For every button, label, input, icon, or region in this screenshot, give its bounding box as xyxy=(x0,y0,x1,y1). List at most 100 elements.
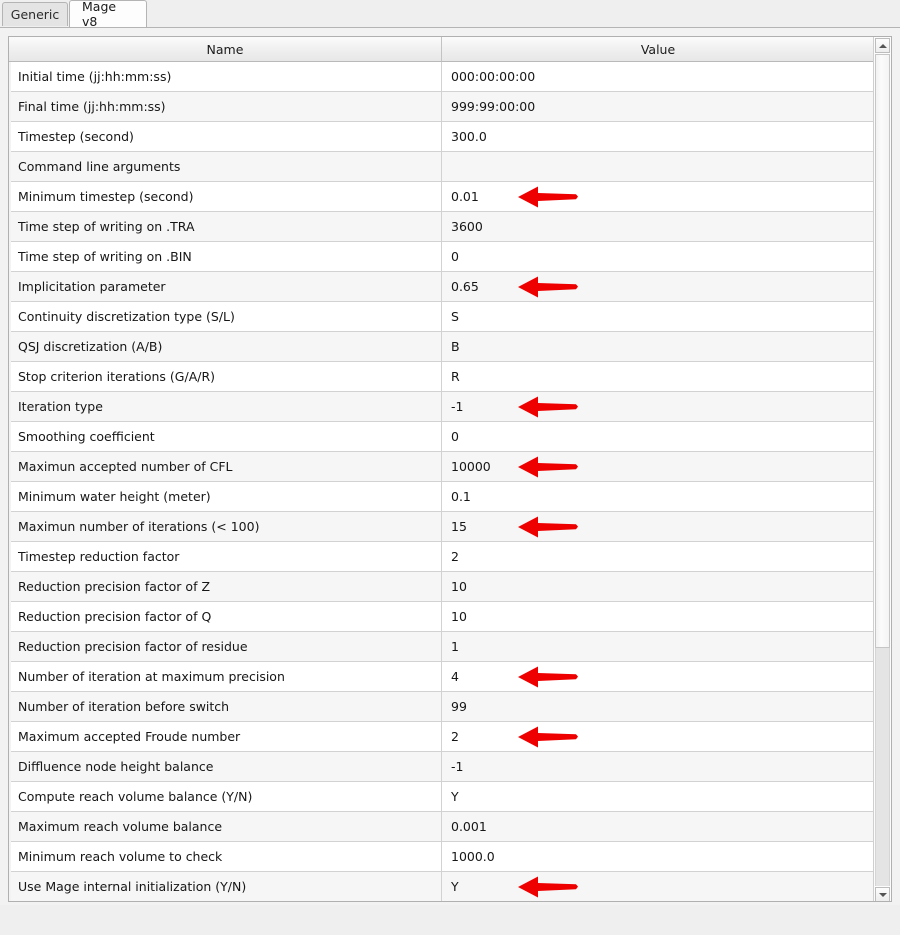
table-row[interactable]: Maximun number of iterations (< 100) 15 xyxy=(9,512,875,542)
scroll-down-button[interactable] xyxy=(875,887,890,901)
cell-parameter-value[interactable]: -1 xyxy=(451,759,464,774)
table-body: Initial time (jj:hh:mm:ss) 000:00:00:00 Fi… xyxy=(9,62,875,901)
table-row[interactable]: Reduction precision factor of Z 10 xyxy=(9,572,875,602)
table-row[interactable]: Compute reach volume balance (Y/N) Y xyxy=(9,782,875,812)
cell-parameter-value[interactable]: B xyxy=(451,339,460,354)
cell-parameter-value[interactable]: 4 xyxy=(451,669,459,684)
table-row[interactable]: Initial time (jj:hh:mm:ss) 000:00:00:00 xyxy=(9,62,875,92)
cell-parameter-value[interactable]: -1 xyxy=(451,399,464,414)
cell-parameter-value[interactable]: S xyxy=(451,309,459,324)
table-row[interactable]: Maximum accepted Froude number 2 xyxy=(9,722,875,752)
table-row[interactable]: Continuity discretization type (S/L) S xyxy=(9,302,875,332)
cell-parameter-value[interactable]: 0.65 xyxy=(451,279,479,294)
cell-parameter-value[interactable]: 10000 xyxy=(451,459,491,474)
cell-parameter-value[interactable]: 1 xyxy=(451,639,459,654)
scrollbar-thumb[interactable] xyxy=(875,54,890,648)
cell-parameter-name: Maximun accepted number of CFL xyxy=(9,452,442,481)
cell-parameter-value[interactable]: 2 xyxy=(451,729,459,744)
cell-parameter-name: Initial time (jj:hh:mm:ss) xyxy=(9,62,442,91)
cell-parameter-value[interactable]: R xyxy=(451,369,460,384)
cell-parameter-value[interactable]: Y xyxy=(451,789,459,804)
table-row[interactable]: Timestep (second) 300.0 xyxy=(9,122,875,152)
cell-parameter-value[interactable]: Y xyxy=(451,879,459,894)
table-row[interactable]: Smoothing coefficient 0 xyxy=(9,422,875,452)
cell-parameter-name: Diffluence node height balance xyxy=(9,752,442,781)
cell-parameter-value[interactable]: 999:99:00:00 xyxy=(451,99,536,114)
cell-parameter-value[interactable]: 0.1 xyxy=(451,489,471,504)
cell-parameter-name: Stop criterion iterations (G/A/R) xyxy=(9,362,442,391)
vertical-scrollbar[interactable] xyxy=(873,37,891,901)
table-row[interactable]: Minimum timestep (second) 0.01 xyxy=(9,182,875,212)
table-header-row: Name Value xyxy=(9,37,891,62)
table-row[interactable]: Reduction precision factor of residue 1 xyxy=(9,632,875,662)
table-row[interactable]: Time step of writing on .TRA 3600 xyxy=(9,212,875,242)
cell-parameter-value[interactable]: 0.01 xyxy=(451,189,479,204)
cell-parameter-name: Number of iteration at maximum precision xyxy=(9,662,442,691)
cell-parameter-name: Minimum reach volume to check xyxy=(9,842,442,871)
column-header-value[interactable]: Value xyxy=(442,37,875,62)
cell-parameter-name: Timestep reduction factor xyxy=(9,542,442,571)
cell-parameter-name: Time step of writing on .TRA xyxy=(9,212,442,241)
cell-parameter-name: Final time (jj:hh:mm:ss) xyxy=(9,92,442,121)
cell-parameter-value[interactable]: 0 xyxy=(451,429,459,444)
cell-parameter-name: Use Mage internal initialization (Y/N) xyxy=(9,872,442,901)
cell-parameter-name: Reduction precision factor of Q xyxy=(9,602,442,631)
cell-parameter-name: Number of iteration before switch xyxy=(9,692,442,721)
scroll-up-button[interactable] xyxy=(875,38,890,53)
table-row[interactable]: Command line arguments xyxy=(9,152,875,182)
cell-parameter-value[interactable]: 0.001 xyxy=(451,819,487,834)
table-row[interactable]: Timestep reduction factor 2 xyxy=(9,542,875,572)
cell-parameter-value[interactable] xyxy=(442,152,875,181)
cell-parameter-name: QSJ discretization (A/B) xyxy=(9,332,442,361)
table-row[interactable]: Minimum water height (meter) 0.1 xyxy=(9,482,875,512)
cell-parameter-name: Time step of writing on .BIN xyxy=(9,242,442,271)
cell-parameter-name: Maximum accepted Froude number xyxy=(9,722,442,751)
table-row[interactable]: QSJ discretization (A/B) B xyxy=(9,332,875,362)
cell-parameter-value[interactable]: 3600 xyxy=(451,219,483,234)
cell-parameter-value[interactable]: 0 xyxy=(451,249,459,264)
cell-parameter-value[interactable]: 000:00:00:00 xyxy=(451,69,536,84)
table-row[interactable]: Maximum reach volume balance 0.001 xyxy=(9,812,875,842)
cell-parameter-value[interactable]: 99 xyxy=(451,699,467,714)
cell-parameter-name: Maximum reach volume balance xyxy=(9,812,442,841)
tab-mage-v8-label: Mage v8 xyxy=(82,0,117,29)
table-row[interactable]: Stop criterion iterations (G/A/R) R xyxy=(9,362,875,392)
cell-parameter-value[interactable]: 10 xyxy=(451,579,467,594)
cell-parameter-name: Reduction precision factor of Z xyxy=(9,572,442,601)
cell-parameter-name: Timestep (second) xyxy=(9,122,442,151)
cell-parameter-value[interactable]: 15 xyxy=(451,519,467,534)
tab-generic[interactable]: Generic xyxy=(2,2,68,26)
table-row[interactable]: Number of iteration at maximum precision… xyxy=(9,662,875,692)
cell-parameter-value[interactable]: 300.0 xyxy=(451,129,487,144)
cell-parameter-name: Continuity discretization type (S/L) xyxy=(9,302,442,331)
caret-up-icon xyxy=(878,43,887,48)
table-row[interactable]: Reduction precision factor of Q 10 xyxy=(9,602,875,632)
table-row[interactable]: Final time (jj:hh:mm:ss) 999:99:00:00 xyxy=(9,92,875,122)
column-header-name[interactable]: Name xyxy=(9,37,442,62)
tab-mage-v8[interactable]: Mage v8 xyxy=(69,0,147,29)
cell-parameter-value[interactable]: 2 xyxy=(451,549,459,564)
tab-panel-mage-v8: Name Value Initial time (jj:hh:mm:ss) 000… xyxy=(0,27,900,905)
cell-parameter-name: Reduction precision factor of residue xyxy=(9,632,442,661)
cell-parameter-value[interactable]: 10 xyxy=(451,609,467,624)
cell-parameter-name: Implicitation parameter xyxy=(9,272,442,301)
table-row[interactable]: Time step of writing on .BIN 0 xyxy=(9,242,875,272)
table-row[interactable]: Iteration type -1 xyxy=(9,392,875,422)
table-row[interactable]: Use Mage internal initialization (Y/N) Y xyxy=(9,872,875,901)
table-row[interactable]: Diffluence node height balance -1 xyxy=(9,752,875,782)
cell-parameter-name: Compute reach volume balance (Y/N) xyxy=(9,782,442,811)
table-row[interactable]: Number of iteration before switch 99 xyxy=(9,692,875,722)
table-row[interactable]: Implicitation parameter 0.65 xyxy=(9,272,875,302)
cell-parameter-name: Minimum water height (meter) xyxy=(9,482,442,511)
column-header-value-label: Value xyxy=(640,41,676,57)
table-row[interactable]: Maximun accepted number of CFL 10000 xyxy=(9,452,875,482)
table-row[interactable]: Minimum reach volume to check 1000.0 xyxy=(9,842,875,872)
cell-parameter-name: Smoothing coefficient xyxy=(9,422,442,451)
tab-generic-label: Generic xyxy=(10,7,60,22)
cell-parameter-name: Command line arguments xyxy=(9,152,442,181)
column-header-name-label: Name xyxy=(206,41,244,57)
parameters-table: Name Value Initial time (jj:hh:mm:ss) 000… xyxy=(8,36,892,902)
caret-down-icon xyxy=(878,892,887,897)
cell-parameter-value[interactable]: 1000.0 xyxy=(451,849,495,864)
